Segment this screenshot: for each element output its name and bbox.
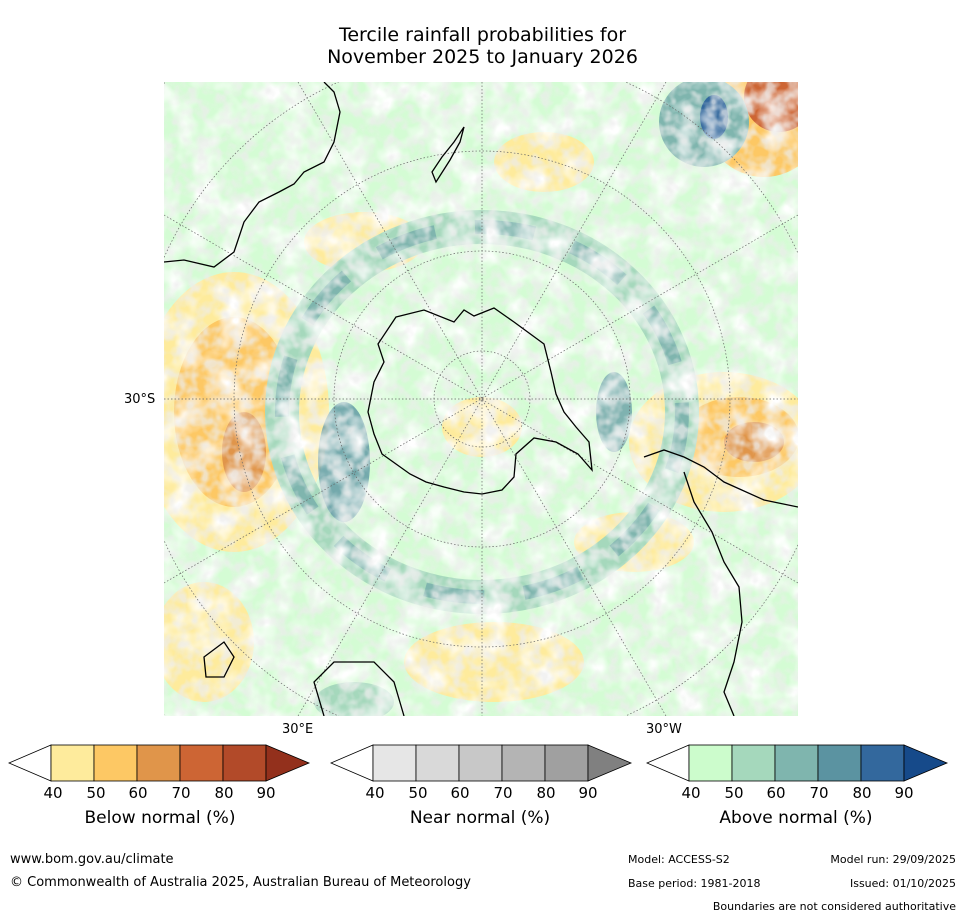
colorbar-swatch <box>415 744 460 782</box>
colorbar-lower-extension <box>7 744 52 782</box>
colorbar-swatch <box>501 744 546 782</box>
tick-label: 50 <box>86 784 106 802</box>
rainfall-probability-map[interactable]: 30°S <box>124 82 798 716</box>
tick-label: 60 <box>766 784 786 802</box>
tick-label: 90 <box>256 784 276 802</box>
colorbar-swatch <box>731 744 776 782</box>
tick-label: 40 <box>43 784 63 802</box>
boundaries-disclaimer: Boundaries are not considered authoritat… <box>712 900 956 913</box>
australia-coast <box>164 82 341 268</box>
colorbar-upper-extension <box>587 744 633 782</box>
graticule <box>164 82 798 716</box>
colorbar-swatch <box>544 744 589 782</box>
website-link[interactable]: www.bom.gov.au/climate <box>10 852 174 867</box>
tick-label: 90 <box>894 784 914 802</box>
above-normal-label: Above normal (%) <box>719 808 873 828</box>
colorbar-swatch <box>179 744 224 782</box>
near-normal-label: Near normal (%) <box>409 808 551 828</box>
below-normal-label: Below normal (%) <box>84 808 236 828</box>
model-name: Model: ACCESS-S2 <box>628 853 730 866</box>
south-america-coast-south <box>683 471 743 716</box>
tick-label: 60 <box>450 784 470 802</box>
near-normal-colorbar <box>329 744 634 786</box>
tick-label: 90 <box>578 784 598 802</box>
colorbar-swatch <box>458 744 503 782</box>
map-title-line2: November 2025 to January 2026 <box>327 46 638 68</box>
new-zealand-coast <box>431 126 465 184</box>
map-canvas <box>164 82 798 716</box>
tick-label: 70 <box>809 784 829 802</box>
colorbar-lower-extension <box>329 744 374 782</box>
colorbar-swatch <box>774 744 819 782</box>
tick-label: 70 <box>171 784 191 802</box>
tick-label: 40 <box>681 784 701 802</box>
colorbar-upper-extension <box>265 744 311 782</box>
colorbar-swatch <box>50 744 95 782</box>
colorbar-swatch <box>372 744 417 782</box>
issued-date: Issued: 01/10/2025 <box>849 877 956 890</box>
latitude-label: 30°S <box>124 392 156 407</box>
colorbar-swatch <box>817 744 862 782</box>
antarctica-coast <box>367 307 593 495</box>
colorbar-swatch <box>136 744 181 782</box>
madagascar-coast <box>203 641 235 678</box>
colorbar-upper-extension <box>903 744 949 782</box>
africa-coast <box>313 661 405 716</box>
tick-label: 50 <box>408 784 428 802</box>
near-normal-colorbar-swatches <box>329 744 633 782</box>
tick-label: 40 <box>365 784 385 802</box>
longitude-label-east: 30°E <box>282 722 314 737</box>
colorbar-swatch <box>688 744 733 782</box>
colorbar-lower-extension <box>645 744 690 782</box>
tick-label: 60 <box>128 784 148 802</box>
colorbar-swatch <box>860 744 905 782</box>
south-america-coast <box>643 449 798 508</box>
coastlines <box>164 82 798 716</box>
colorbar-swatch <box>93 744 138 782</box>
tick-label: 50 <box>724 784 744 802</box>
colorbar-swatch <box>222 744 267 782</box>
below-normal-colorbar-swatches <box>7 744 311 782</box>
tick-label: 70 <box>493 784 513 802</box>
map-title-line1: Tercile rainfall probabilities for <box>338 24 627 46</box>
above-normal-colorbar <box>645 744 950 786</box>
tick-label: 80 <box>852 784 872 802</box>
below-normal-colorbar <box>7 744 312 786</box>
longitude-label-west: 30°W <box>646 722 682 737</box>
tick-label: 80 <box>536 784 556 802</box>
above-normal-colorbar-swatches <box>645 744 949 782</box>
model-run: Model run: 29/09/2025 <box>830 853 956 866</box>
tick-label: 80 <box>214 784 234 802</box>
copyright: © Commonwealth of Australia 2025, Austra… <box>10 875 471 890</box>
base-period: Base period: 1981-2018 <box>628 877 761 890</box>
